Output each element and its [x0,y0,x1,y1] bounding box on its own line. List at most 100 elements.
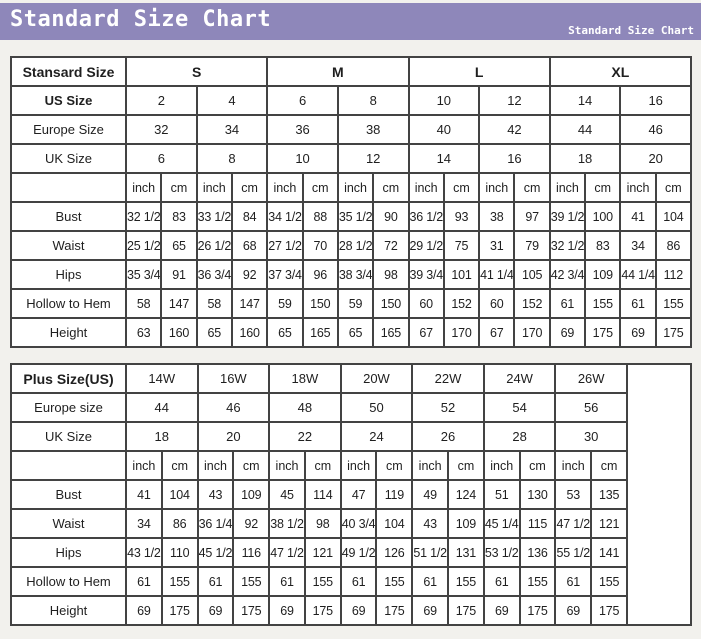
plus-size-table-measure-value: 69 [339,595,378,626]
standard-size-table-unit-inch: inch [478,172,516,203]
plus-size-table-measure-value: 49 1/2 [339,537,378,568]
standard-size-table-size-value: 34 [195,114,269,145]
plus-size-table-measure-value: 155 [303,566,342,597]
standard-size-table-size-value: 32 [125,114,198,145]
standard-size-table-measure-value: 175 [584,317,622,348]
standard-size-table-measure-value: 90 [372,201,410,232]
plus-size-table-measure-value: 51 [482,479,521,510]
standard-size-table-measure-value: 100 [584,201,622,232]
plus-size-table-measure-value: 175 [160,595,199,626]
standard-size-table-unit-cm: cm [230,172,269,203]
standard-size-table-measure-value: 61 [619,288,657,319]
plus-size-table-row-label: Waist [10,508,127,539]
standard-size-table-unit-inch: inch [336,172,375,203]
plus-size-table-measure-value: 69 [196,595,235,626]
standard-size-table-measure-value: 86 [654,230,693,261]
standard-size-table-measure-value: 155 [584,288,622,319]
plus-size-table-unit-cm: cm [518,450,557,481]
standard-size-table-size-value: 18 [548,143,622,174]
plus-size-table-size-value: 24 [339,421,414,452]
standard-size-table-unit-inch: inch [195,172,233,203]
plus-size-table-measure-value: 69 [268,595,306,626]
plus-size-table-size-header: 20W [339,363,414,394]
plus-size-table-measure-value: 175 [590,595,628,626]
standard-size-table-measure-value: 36 3/4 [195,259,233,290]
standard-size-table-measure-value: 39 1/2 [548,201,587,232]
standard-size-table-size-value: 4 [195,85,269,116]
plus-size-table-size-header: 16W [196,363,271,394]
standard-size-table-unit-inch: inch [124,172,163,203]
plus-size-table-row-label: Europe size [10,392,127,423]
standard-size-table-measure-value: 41 1/4 [478,259,516,290]
standard-size-table-measure-value: 170 [442,317,481,348]
plus-size-table-measure-value: 131 [447,537,485,568]
plus-size-table-unit-inch: inch [125,450,163,481]
standard-size-table-measure-value: 63 [124,317,163,348]
standard-size-table-measure-value: 32 1/2 [124,201,163,232]
standard-size-table-measure-value: 60 [478,288,516,319]
standard-size-table-measure-value: 36 1/2 [407,201,445,232]
standard-size-table-unit-inch: inch [407,172,445,203]
standard-size-table-measure-value: 104 [654,201,693,232]
standard-size-table-measure-value: 147 [160,288,198,319]
plus-size-table-unit-inch: inch [482,450,521,481]
standard-size-table-size-header: S [124,56,269,87]
standard-size-table-measure-value: 96 [301,259,339,290]
plus-size-table-measure-value: 61 [268,566,306,597]
standard-size-table-row-label: UK Size [10,143,127,174]
plus-size-table-measure-value: 61 [411,566,450,597]
plus-size-table-measure-value: 155 [447,566,485,597]
plus-size-table-measure-value: 55 1/2 [554,537,593,568]
plus-size-table-size-value: 48 [268,392,342,423]
plus-size-table-measure-value: 155 [375,566,414,597]
plus-size-table-unit-cm: cm [590,450,628,481]
plus-size-table-measure-value: 47 1/2 [268,537,306,568]
plus-size-table-measure-value: 86 [160,508,199,539]
plus-size-table-measure-value: 155 [590,566,628,597]
standard-size-table-measure-value: 65 [336,317,375,348]
plus-size-table-measure-value: 47 [339,479,378,510]
plus-size-table-measure-value: 53 1/2 [482,537,521,568]
plus-size-table-measure-value: 43 [196,479,235,510]
plus-size-table-row-label: Hollow to Hem [10,566,127,597]
standard-size-table-size-value: 38 [336,114,410,145]
plus-size-table-measure-value: 98 [303,508,342,539]
plus-size-table-measure-value: 45 [268,479,306,510]
standard-size-table-measure-value: 25 1/2 [124,230,163,261]
plus-size-table-measure-value: 136 [518,537,557,568]
plus-size-table-measure-value: 45 1/2 [196,537,235,568]
plus-size-table-size-value: 18 [125,421,199,452]
standard-size-table-measure-value: 42 3/4 [548,259,587,290]
plus-size-table-measure-value: 69 [411,595,450,626]
plus-size-table-measure-value: 155 [160,566,199,597]
standard-size-table-unit-inch: inch [548,172,587,203]
plus-size-table-measure-value: 104 [375,508,414,539]
standard-size-table-measure-value: 61 [548,288,587,319]
plus-size-table-measure-value: 109 [447,508,485,539]
plus-size-table-measure-value: 36 1/4 [196,508,235,539]
standard-size-table-measure-value: 68 [230,230,269,261]
header-subtitle: Standard Size Chart [568,24,694,37]
standard-size-table-size-value: 2 [125,85,198,116]
plus-size-table-empty-column [626,363,692,626]
standard-size-table-measure-value: 83 [160,201,198,232]
standard-size-table-size-header: L [407,56,551,87]
plus-size-table-measure-value: 69 [554,595,593,626]
standard-size-table-measure-value: 160 [230,317,269,348]
plus-size-table-size-value: 52 [411,392,485,423]
standard-size-table-measure-value: 152 [442,288,481,319]
standard-size-table-measure-value: 58 [124,288,163,319]
plus-size-table-size-value: 28 [482,421,557,452]
standard-size-table-row-label: Waist [10,230,127,261]
header-bar: Standard Size Chart Standard Size Chart [0,3,701,40]
standard-size-table-size-value: 12 [336,143,410,174]
standard-size-table-size-value: 6 [266,85,339,116]
standard-size-table-measure-value: 147 [230,288,269,319]
standard-size-table-size-value: 40 [407,114,481,145]
plus-size-table-size-header: 22W [411,363,485,394]
standard-size-table-measure-value: 67 [407,317,445,348]
standard-size-table-measure-value: 67 [478,317,516,348]
standard-size-table-unit-inch: inch [266,172,304,203]
plus-size-table-unit-inch: inch [196,450,235,481]
standard-size-table-measure-value: 91 [160,259,198,290]
